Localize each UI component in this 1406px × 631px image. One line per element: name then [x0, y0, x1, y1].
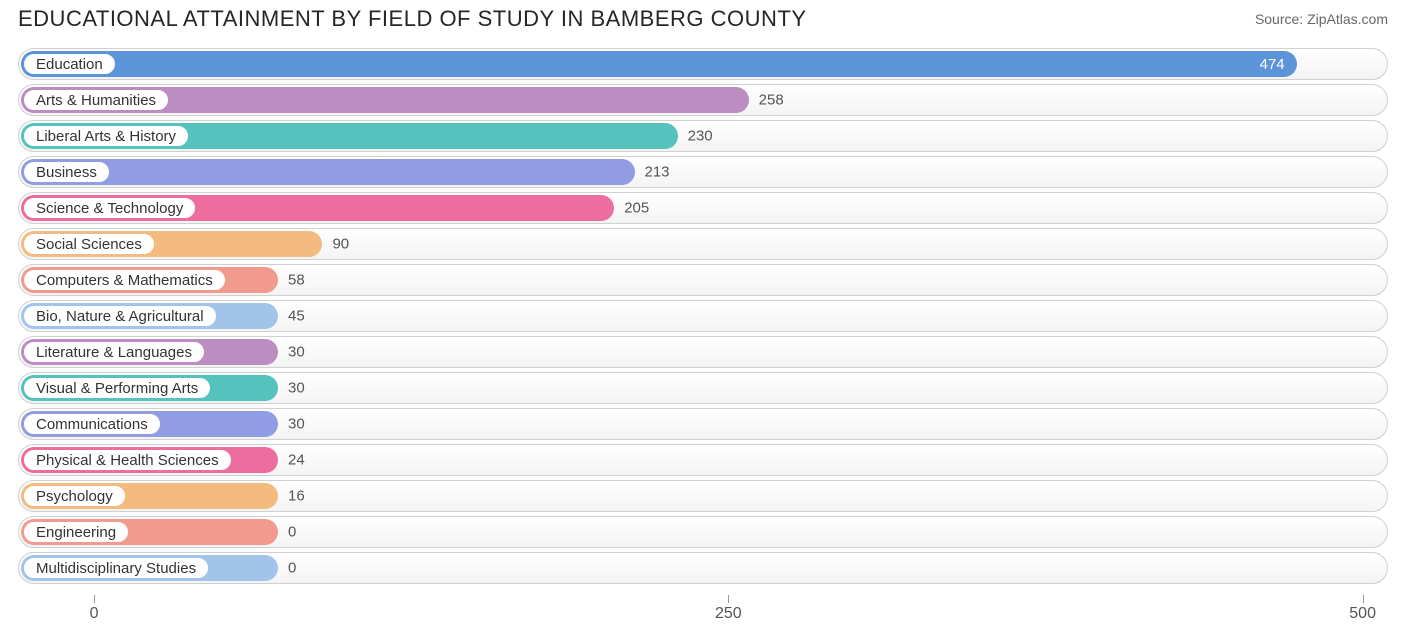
bar-value: 24: [288, 452, 305, 469]
bar-label: Computers & Mathematics: [23, 269, 226, 291]
x-tick-label: 250: [715, 605, 742, 623]
bar-label: Visual & Performing Arts: [23, 377, 211, 399]
bar-row: Arts & Humanities 258: [18, 84, 1388, 116]
bar-row: Communications 30: [18, 408, 1388, 440]
bar-row: Bio, Nature & Agricultural 45: [18, 300, 1388, 332]
bar-value: 230: [688, 128, 713, 145]
bar-value: 16: [288, 488, 305, 505]
bar-label: Education: [23, 53, 116, 75]
bar-value: 90: [332, 236, 349, 253]
bar-row: Computers & Mathematics 58: [18, 264, 1388, 296]
bar-label: Arts & Humanities: [23, 89, 169, 111]
bar-fill: [21, 159, 635, 185]
bar-fill: 474: [21, 51, 1297, 77]
bar-value: 0: [288, 524, 296, 541]
bar-row: Business 213: [18, 156, 1388, 188]
bar-label: Literature & Languages: [23, 341, 205, 363]
bar-value: 0: [288, 560, 296, 577]
x-tick-line: [94, 595, 95, 603]
x-tick-label: 500: [1349, 605, 1376, 623]
bar-label: Psychology: [23, 485, 126, 507]
bar-value: 30: [288, 380, 305, 397]
bar-value: 30: [288, 344, 305, 361]
bar-value: 213: [645, 164, 670, 181]
chart-source: Source: ZipAtlas.com: [1255, 11, 1388, 27]
bar-value: 30: [288, 416, 305, 433]
bar-label: Liberal Arts & History: [23, 125, 189, 147]
x-tick-label: 0: [90, 605, 99, 623]
bar-label: Communications: [23, 413, 161, 435]
x-tick-line: [1363, 595, 1364, 603]
bar-label: Multidisciplinary Studies: [23, 557, 209, 579]
bar-label: Physical & Health Sciences: [23, 449, 232, 471]
bar-value: 45: [288, 308, 305, 325]
bar-row: Social Sciences 90: [18, 228, 1388, 260]
x-axis: 0 250 500: [18, 595, 1388, 623]
chart-title: EDUCATIONAL ATTAINMENT BY FIELD OF STUDY…: [18, 6, 807, 32]
bar-row: Visual & Performing Arts 30: [18, 372, 1388, 404]
bar-row: Science & Technology 205: [18, 192, 1388, 224]
bar-value: 205: [624, 200, 649, 217]
bar-row: Psychology 16: [18, 480, 1388, 512]
bar-value: 58: [288, 272, 305, 289]
bar-row: 474Education: [18, 48, 1388, 80]
chart-header: EDUCATIONAL ATTAINMENT BY FIELD OF STUDY…: [0, 0, 1406, 32]
chart-area: 474Education Arts & Humanities 258 Liberal …: [18, 48, 1388, 591]
bar-row: Literature & Languages 30: [18, 336, 1388, 368]
bar-row: Multidisciplinary Studies 0: [18, 552, 1388, 584]
x-tick-line: [728, 595, 729, 603]
bar-row: Liberal Arts & History 230: [18, 120, 1388, 152]
bar-label: Engineering: [23, 521, 129, 543]
bar-value: 258: [759, 92, 784, 109]
bar-label: Social Sciences: [23, 233, 155, 255]
bar-row: Engineering 0: [18, 516, 1388, 548]
bar-label: Bio, Nature & Agricultural: [23, 305, 217, 327]
bar-label: Science & Technology: [23, 197, 196, 219]
bar-row: Physical & Health Sciences 24: [18, 444, 1388, 476]
bar-label: Business: [23, 161, 110, 183]
